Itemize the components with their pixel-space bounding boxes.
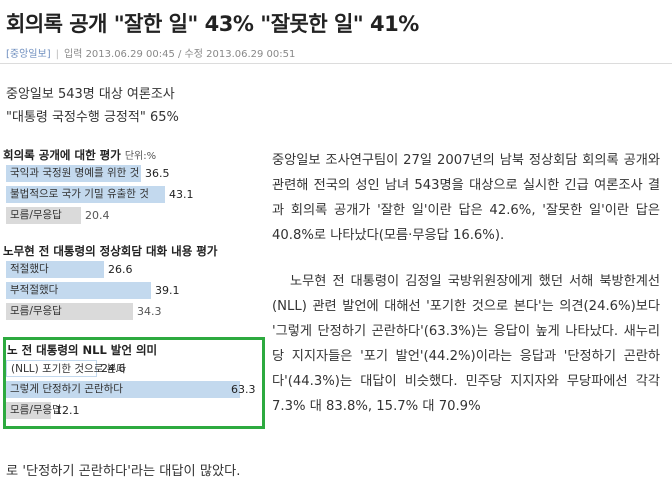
value-label: 12.1 bbox=[55, 404, 80, 417]
chart-panel-2: 노무현 전 대통령의 정상회담 대화 내용 평가 적절했다 26.6 부적절했다 39… bbox=[3, 242, 265, 323]
subhead-1: 중앙일보 543명 대상 여론조사 bbox=[6, 87, 175, 102]
value-label: 43.1 bbox=[169, 188, 194, 201]
bar: 모름/무응답 bbox=[6, 402, 62, 419]
value-label: 24.6 bbox=[101, 362, 126, 375]
bar: (NLL) 포기한 것으로 본다 bbox=[6, 360, 126, 377]
bar-row: (NLL) 포기한 것으로 본다 24.6 bbox=[3, 359, 265, 380]
article-headline: 회의록 공개 "잘한 일" 43% "잘못한 일" 41% bbox=[6, 12, 419, 36]
article-body: 중앙일보 조사연구팀이 27일 2007년의 남북 정상회담 회의록 공개와 관… bbox=[272, 148, 660, 419]
body-paragraph-2: 노무현 전 대통령이 김정일 국방위원장에게 했던 서해 북방한계선(NLL) … bbox=[272, 274, 660, 414]
bar: 그렇게 단정하기 곤란하다 bbox=[6, 381, 240, 398]
bar-row: 모름/무응답 34.3 bbox=[3, 302, 265, 323]
value-label: 63.3 bbox=[231, 383, 256, 396]
source-link[interactable]: [중앙일보] bbox=[6, 49, 51, 60]
value-label: 36.5 bbox=[145, 167, 170, 180]
bar: 모름/무응답 bbox=[6, 207, 81, 224]
bar: 적절했다 bbox=[6, 261, 104, 278]
bar-row: 모름/무응답 20.4 bbox=[3, 206, 265, 227]
bar-row: 국익과 국정원 명예를 위한 것 36.5 bbox=[3, 164, 265, 185]
bar-row: 모름/무응답 12.1 bbox=[3, 401, 265, 422]
bar-row: 그렇게 단정하기 곤란하다 63.3 bbox=[3, 380, 265, 401]
chart-panel-3: 노 전 대통령의 NLL 발언 의미 (NLL) 포기한 것으로 본다 24.6 그… bbox=[3, 341, 265, 422]
body-paragraph-1: 중앙일보 조사연구팀이 27일 2007년의 남북 정상회담 회의록 공개와 관… bbox=[272, 153, 660, 243]
highlight-box bbox=[3, 337, 265, 429]
posted-time: 입력 2013.06.29 00:45 / 수정 2013.06.29 00:5… bbox=[63, 49, 296, 60]
chart-unit: 단위:% bbox=[124, 151, 157, 162]
value-label: 26.6 bbox=[108, 263, 133, 276]
divider bbox=[0, 63, 672, 64]
bar: 국익과 국정원 명예를 위한 것 bbox=[6, 165, 141, 182]
value-label: 34.3 bbox=[137, 305, 162, 318]
value-label: 20.4 bbox=[85, 209, 110, 222]
value-label: 39.1 bbox=[155, 284, 180, 297]
chart-title: 노 전 대통령의 NLL 발언 의미 bbox=[7, 343, 158, 357]
subhead-2: "대통령 국정수행 긍정적" 65% bbox=[6, 110, 179, 125]
chart-panel-1: 회의록 공개에 대한 평가 단위:% 국익과 국정원 명예를 위한 것 36.5 불법… bbox=[3, 146, 265, 227]
bar-row: 적절했다 26.6 bbox=[3, 260, 265, 281]
bar-row: 부적절했다 39.1 bbox=[3, 281, 265, 302]
bar-row: 불법적으로 국가 기밀 유출한 것 43.1 bbox=[3, 185, 265, 206]
bar: 모름/무응답 bbox=[6, 303, 133, 320]
bar: 불법적으로 국가 기밀 유출한 것 bbox=[6, 186, 165, 203]
body-paragraph-end: 로 '단정하기 곤란하다'라는 대답이 많았다. bbox=[6, 464, 241, 479]
chart-title: 노무현 전 대통령의 정상회담 대화 내용 평가 bbox=[3, 244, 218, 258]
chart-title: 회의록 공개에 대한 평가 bbox=[3, 148, 121, 162]
article-meta: [중앙일보] | 입력 2013.06.29 00:45 / 수정 2013.06.… bbox=[6, 49, 296, 60]
bar: 부적절했다 bbox=[6, 282, 151, 299]
